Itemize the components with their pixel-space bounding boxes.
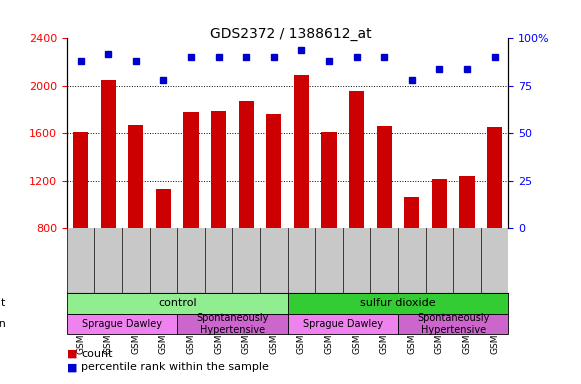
- Text: agent: agent: [0, 298, 6, 308]
- Bar: [432, 179, 447, 228]
- Bar: [177, 313, 288, 334]
- Text: sulfur dioxide: sulfur dioxide: [360, 298, 436, 308]
- Bar: [398, 313, 508, 334]
- Bar: [67, 293, 288, 313]
- Text: Spontaneously
Hypertensive: Spontaneously Hypertensive: [196, 313, 268, 334]
- Bar: [460, 176, 475, 228]
- Text: Sprague Dawley: Sprague Dawley: [82, 319, 162, 329]
- Text: Sprague Dawley: Sprague Dawley: [303, 319, 383, 329]
- Text: control: control: [158, 298, 196, 308]
- Bar: [239, 101, 254, 228]
- Text: GDS2372 / 1388612_at: GDS2372 / 1388612_at: [210, 27, 371, 41]
- Bar: [349, 91, 364, 228]
- Text: count: count: [81, 349, 113, 359]
- Bar: [321, 132, 336, 228]
- Bar: [211, 111, 226, 228]
- Bar: [404, 197, 419, 228]
- Text: ■: ■: [67, 362, 77, 372]
- Text: percentile rank within the sample: percentile rank within the sample: [81, 362, 269, 372]
- Bar: [288, 313, 398, 334]
- Text: ■: ■: [67, 349, 77, 359]
- Bar: [73, 132, 88, 228]
- Bar: [487, 127, 502, 228]
- Text: Spontaneously
Hypertensive: Spontaneously Hypertensive: [417, 313, 489, 334]
- Bar: [376, 126, 392, 228]
- Bar: [128, 125, 144, 228]
- Bar: [294, 75, 309, 228]
- Bar: [184, 112, 199, 228]
- Bar: [266, 114, 281, 228]
- Text: strain: strain: [0, 319, 6, 329]
- Bar: [288, 293, 508, 313]
- Bar: [101, 80, 116, 228]
- Bar: [67, 313, 177, 334]
- Bar: [156, 189, 171, 228]
